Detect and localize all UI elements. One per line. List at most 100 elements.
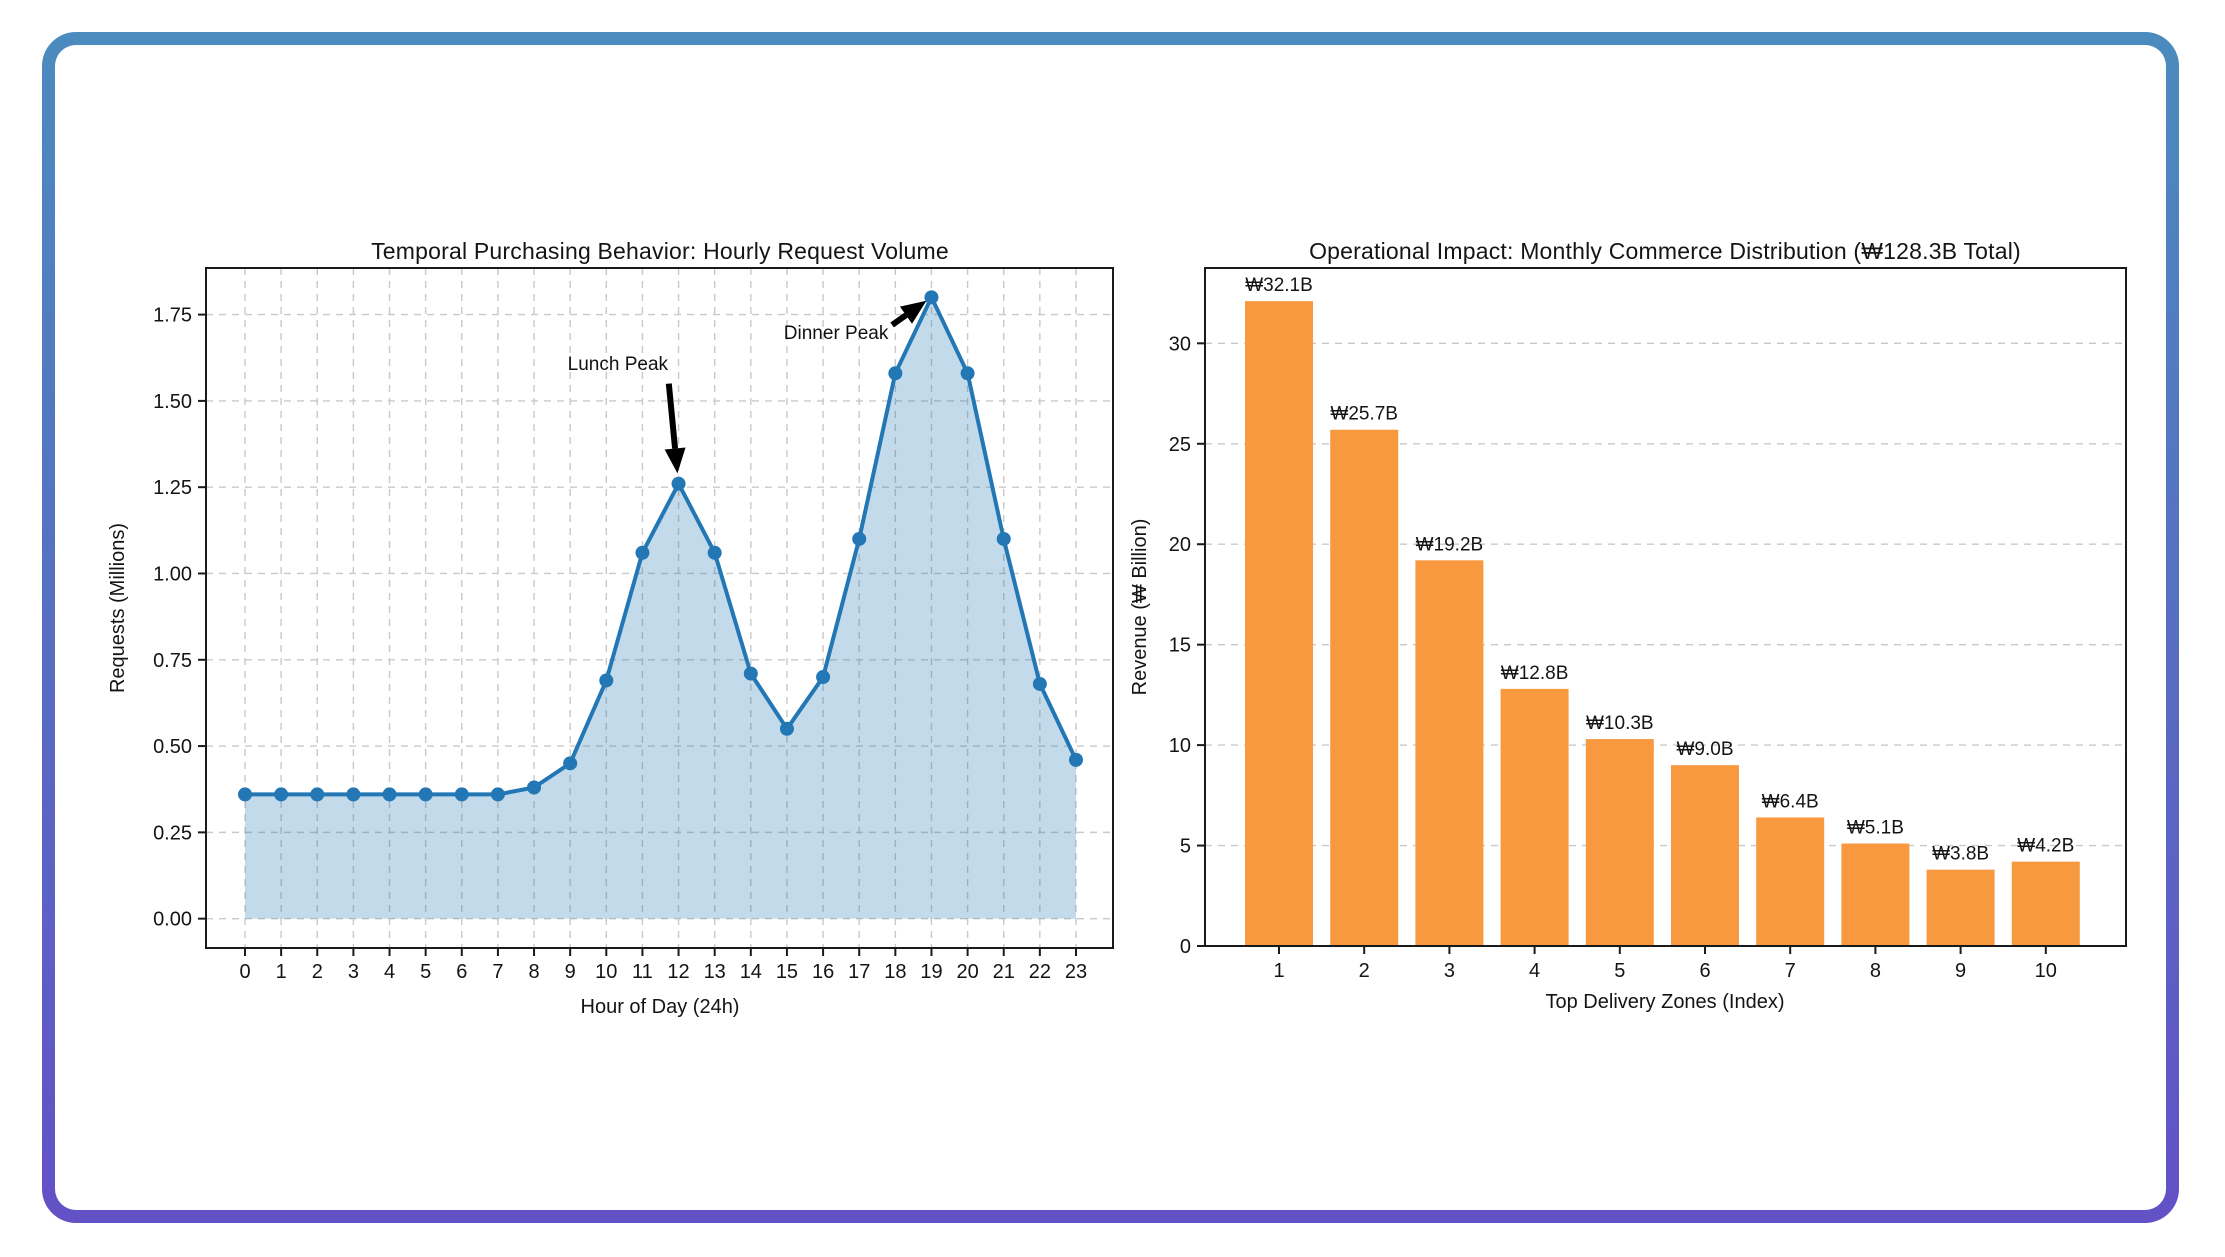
x-tick-label: 2 [312, 961, 323, 983]
y-tick-label: 1.00 [153, 563, 192, 585]
bar-value-label: ₩5.1B [1847, 818, 1904, 839]
x-tick-label: 14 [740, 961, 762, 983]
y-tick-label: 15 [1169, 635, 1191, 657]
commerce-distribution-bar-chart: ₩32.1B ₩25.7B ₩19.2B ₩12.8B ₩10.3B ₩9.0B ₩6.4B… [1169, 267, 2127, 982]
x-tick-label: 9 [1955, 960, 1966, 982]
bar [1585, 739, 1654, 946]
data-point-marker [346, 787, 361, 802]
data-point-marker [779, 721, 794, 736]
y-tick-label: 5 [1180, 836, 1191, 858]
x-tick-label: 19 [920, 961, 942, 983]
x-tick-label: 4 [384, 961, 395, 983]
x-tick-label: 22 [1029, 961, 1051, 983]
data-point-marker [743, 666, 758, 681]
data-point-marker [635, 545, 650, 560]
data-point-marker [1068, 752, 1083, 767]
line-chart-xlabel: Hour of Day (24h) [581, 996, 740, 1018]
x-tick-label: 13 [704, 961, 726, 983]
bar-value-label: ₩6.4B [1762, 791, 1819, 812]
x-tick-label: 8 [1870, 960, 1881, 982]
line-chart-title: Temporal Purchasing Behavior: Hourly Req… [371, 238, 949, 264]
x-tick-label: 16 [812, 961, 834, 983]
x-tick-label: 10 [595, 961, 617, 983]
x-tick-label: 1 [1273, 960, 1284, 982]
bar [1500, 688, 1569, 946]
x-tick-label: 1 [276, 961, 287, 983]
x-tick-label: 10 [2035, 960, 2057, 982]
annotation-arrow-head [899, 300, 927, 324]
x-tick-label: 23 [1065, 961, 1087, 983]
bar-value-label: ₩3.8B [1932, 844, 1989, 865]
x-tick-label: 8 [528, 961, 539, 983]
data-point-marker [996, 531, 1011, 546]
area-fill [245, 297, 1076, 919]
annotation-text: Lunch Peak [568, 354, 669, 375]
x-tick-label: 21 [993, 961, 1015, 983]
data-point-marker [599, 673, 614, 688]
x-tick-label: 5 [1614, 960, 1625, 982]
data-point-marker [960, 366, 975, 381]
data-point-marker [707, 545, 722, 560]
x-tick-label: 2 [1359, 960, 1370, 982]
bar-chart-title: Operational Impact: Monthly Commerce Dis… [1309, 238, 2021, 264]
data-point-marker [454, 787, 469, 802]
y-tick-label: 0.25 [153, 822, 192, 844]
x-tick-label: 15 [776, 961, 798, 983]
y-tick-label: 0.00 [153, 909, 192, 931]
bar-value-label: ₩12.8B [1501, 663, 1569, 684]
x-tick-label: 9 [565, 961, 576, 983]
y-tick-label: 1.25 [153, 477, 192, 499]
x-tick-label: 3 [1444, 960, 1455, 982]
data-point-marker [274, 787, 289, 802]
x-tick-label: 7 [1785, 960, 1796, 982]
gradient-card-border [42, 32, 2179, 1223]
x-tick-label: 3 [348, 961, 359, 983]
x-tick-label: 5 [420, 961, 431, 983]
y-tick-label: 0.50 [153, 736, 192, 758]
x-tick-label: 6 [456, 961, 467, 983]
annotation-arrow-head [664, 447, 686, 474]
x-tick-label: 0 [239, 961, 250, 983]
annotation-arrow-shaft [890, 312, 908, 328]
bar-value-label: ₩19.2B [1416, 534, 1484, 555]
bar [1330, 429, 1399, 946]
bar-value-label: ₩25.7B [1330, 404, 1398, 425]
grid-layer [1205, 342, 2126, 847]
data-point-marker [490, 787, 505, 802]
grid-layer [206, 268, 1113, 948]
axes-box [205, 267, 1114, 949]
x-tick-label: 12 [667, 961, 689, 983]
data-point-marker [852, 531, 867, 546]
y-tick-label: 20 [1169, 534, 1191, 556]
data-point-marker [671, 476, 686, 491]
bar [1245, 301, 1313, 946]
data-point-marker [816, 670, 831, 685]
annotation-arrow-shaft [665, 383, 679, 449]
bar-chart-xlabel: Top Delivery Zones (Index) [1546, 991, 1785, 1013]
bar [1926, 869, 1995, 946]
card [55, 45, 2166, 1210]
x-tick-label: 18 [884, 961, 906, 983]
bar-value-label: ₩10.3B [1586, 713, 1654, 734]
bar-chart-ylabel: Revenue (₩ Billion) [1129, 519, 1151, 696]
data-point-marker [418, 787, 433, 802]
bar-value-label: ₩32.1B [1245, 275, 1313, 296]
y-tick-label: 10 [1169, 735, 1191, 757]
line-chart-ylabel: Requests (Millions) [107, 523, 129, 693]
bar [1756, 817, 1825, 946]
hourly-request-line-chart: 0 1 2 3 4 5 6 7 8 9 10 11 12 13 14 15 16 17 18 19 20 21 22 230.… [153, 267, 1114, 983]
y-tick-label: 1.50 [153, 391, 192, 413]
data-point-marker [1032, 676, 1047, 691]
bar [2011, 861, 2080, 946]
annotation-text: Dinner Peak [784, 323, 889, 344]
data-point-marker [527, 780, 542, 795]
y-tick-label: 0 [1180, 936, 1191, 958]
y-tick-label: 1.75 [153, 305, 192, 327]
data-point-marker [382, 787, 397, 802]
x-tick-label: 17 [848, 961, 870, 983]
data-point-marker [924, 290, 939, 305]
data-point-marker [888, 366, 903, 381]
x-tick-label: 4 [1529, 960, 1540, 982]
